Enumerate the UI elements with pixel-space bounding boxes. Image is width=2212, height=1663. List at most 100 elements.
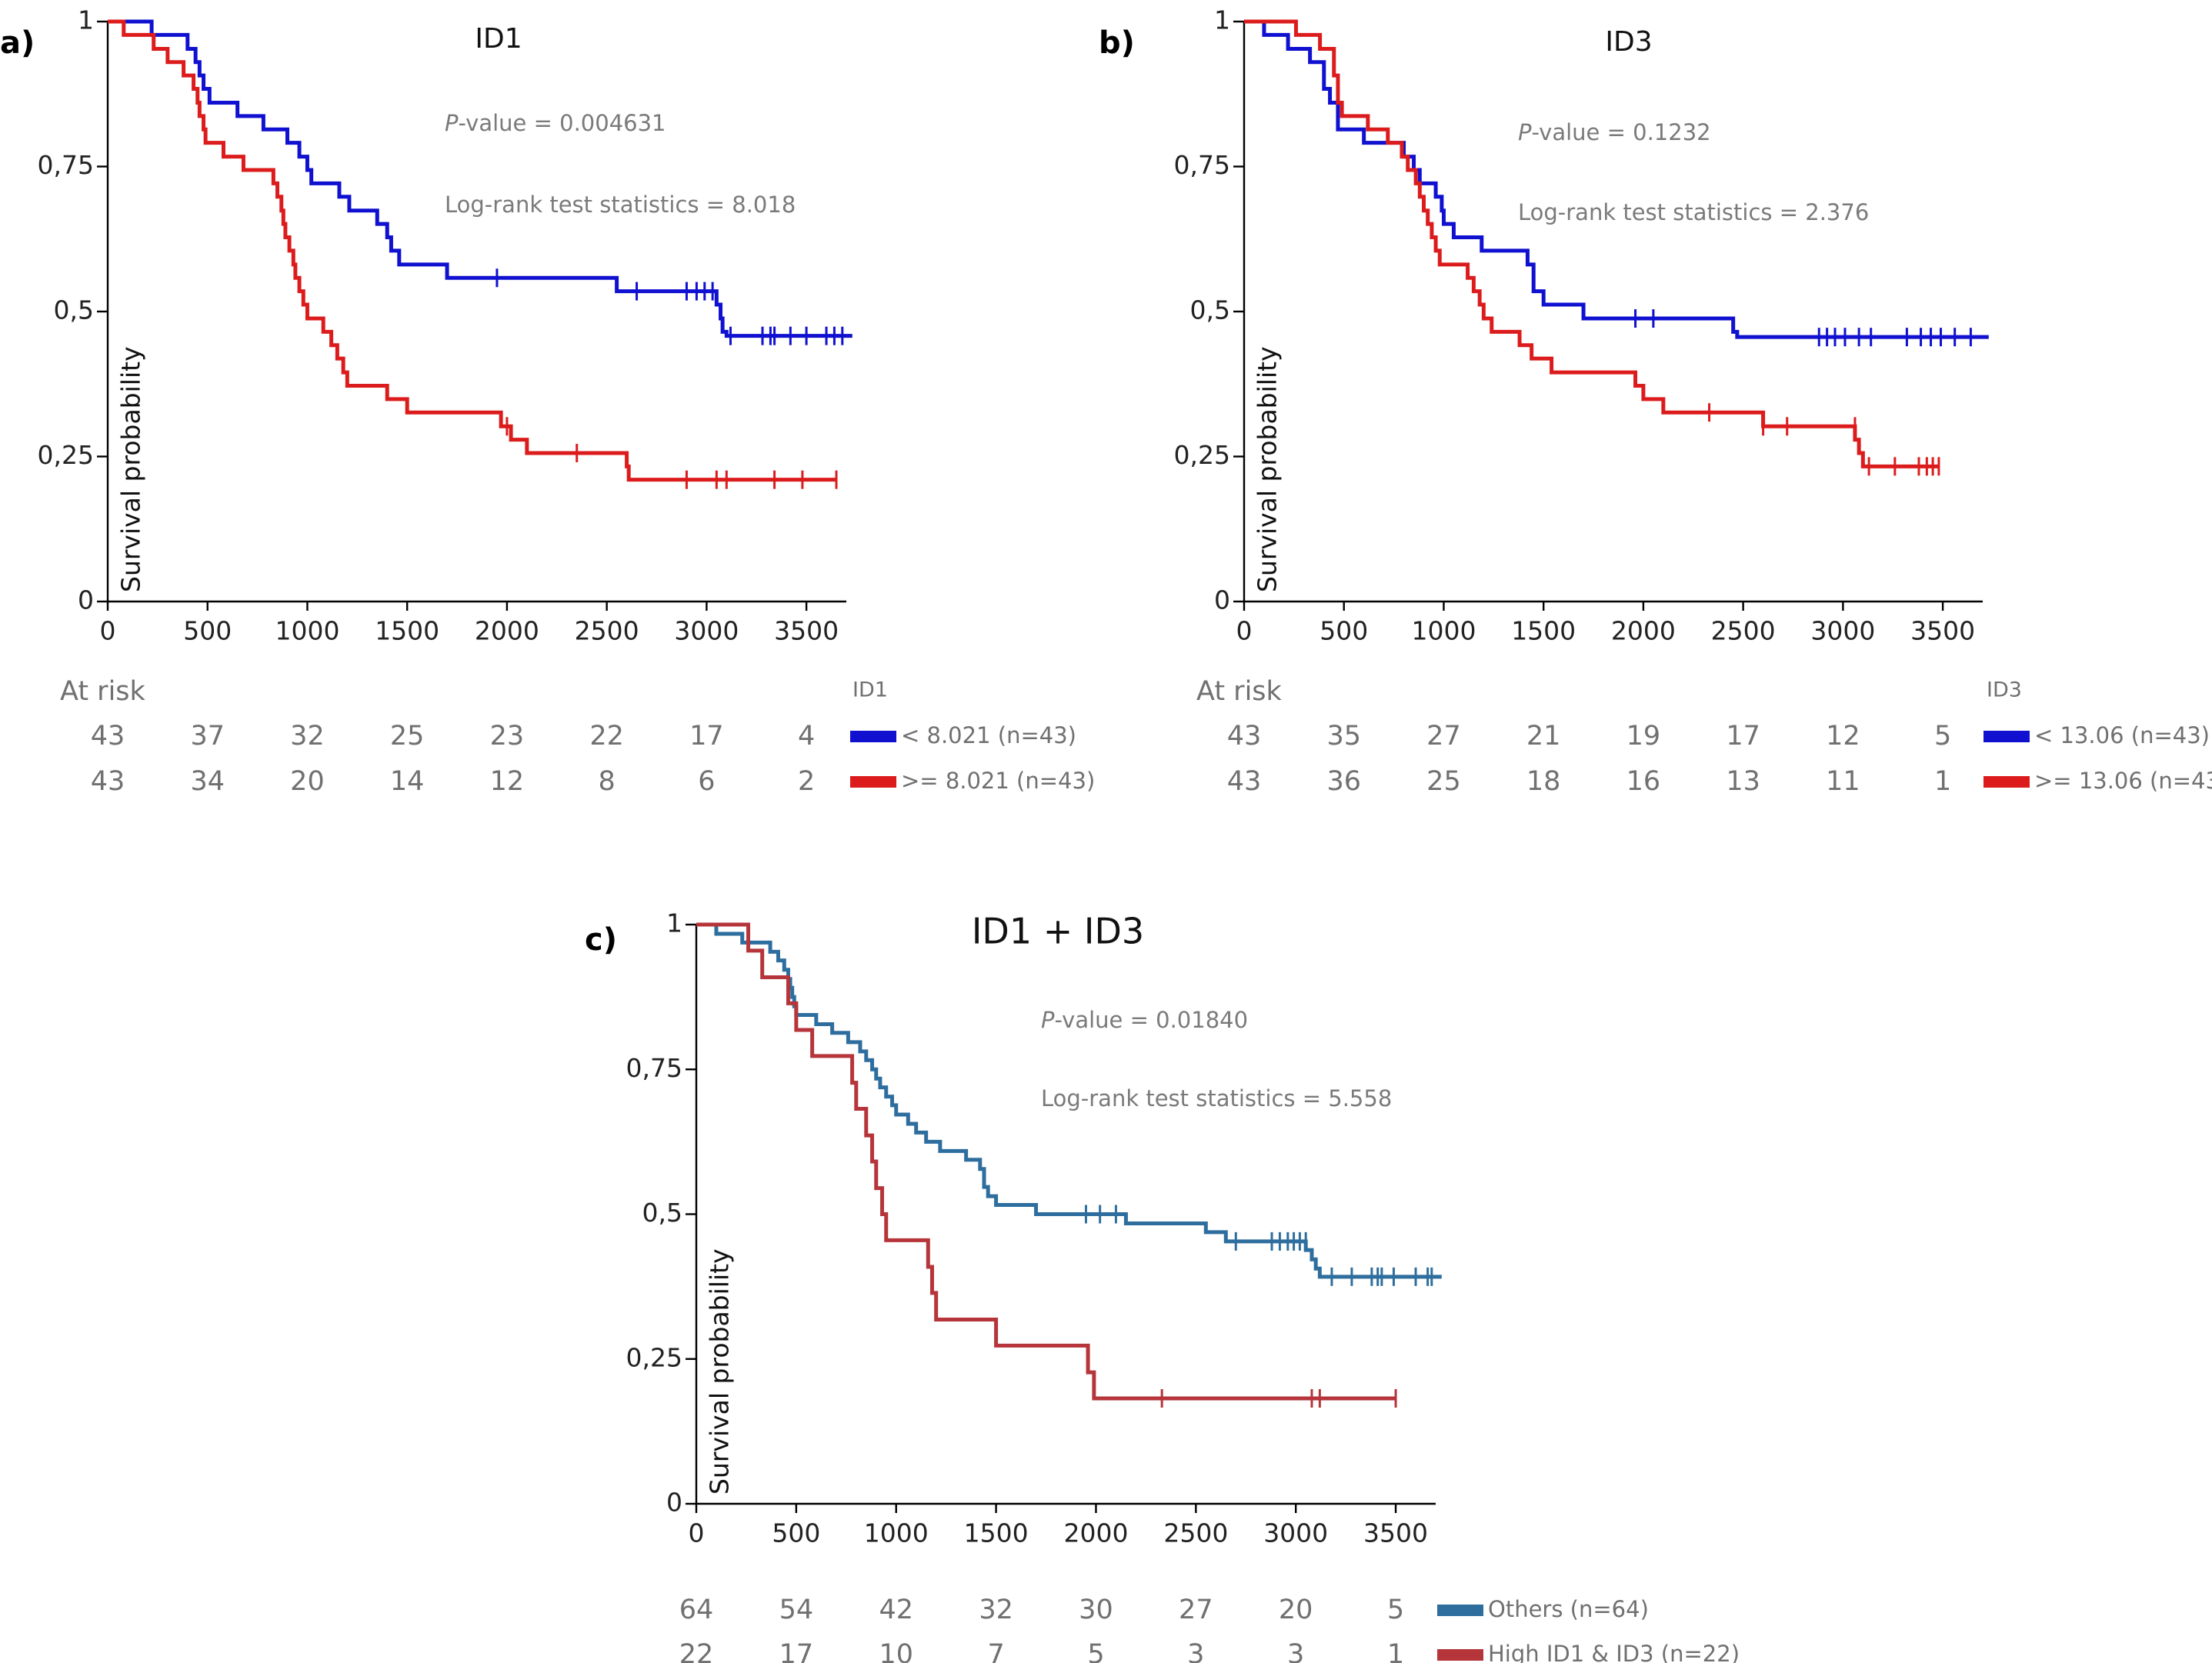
legend-label-2: High ID1 & ID3 (n=22): [1488, 1641, 1740, 1663]
y-tick-label: 0,5: [642, 1198, 682, 1228]
y-tick-label: 0,75: [626, 1053, 682, 1083]
at-risk-count: 30: [1079, 1595, 1113, 1625]
chart-title: ID1 + ID3: [972, 911, 1144, 952]
at-risk-count: 5: [1387, 1595, 1404, 1625]
at-risk-title: At risk: [60, 676, 146, 707]
at-risk-count: 23: [490, 721, 525, 752]
x-tick-label: 0: [1236, 616, 1253, 646]
at-risk-count: 32: [290, 721, 325, 752]
x-tick-label: 1500: [375, 616, 439, 646]
x-tick-label: 2000: [1611, 616, 1676, 646]
p-value-text: P-value = 0.1232: [1518, 119, 1711, 145]
at-risk-count: 21: [1526, 721, 1561, 752]
at-risk-count: 19: [1626, 721, 1661, 752]
p-value-text: P-value = 0.004631: [445, 110, 666, 136]
y-tick-label: 0,75: [1174, 150, 1230, 180]
at-risk-count: 64: [679, 1595, 714, 1625]
chart-title: ID1: [475, 23, 522, 55]
y-tick-label: 0,25: [1174, 440, 1230, 470]
at-risk-count: 11: [1826, 766, 1860, 797]
x-tick-label: 2500: [575, 616, 639, 646]
at-risk-count: 10: [879, 1639, 913, 1663]
at-risk-count: 34: [190, 766, 225, 797]
at-risk-count: 42: [879, 1595, 913, 1625]
x-tick-label: 3500: [1363, 1518, 1428, 1548]
p-value-rest: -value = 0.01840: [1055, 1007, 1249, 1033]
y-axis-title: Survival probability: [116, 346, 146, 592]
y-tick-label: 0,5: [1190, 295, 1230, 325]
at-risk-count: 25: [390, 721, 425, 752]
at-risk-count: 4: [798, 721, 815, 752]
x-tick-label: 1500: [1511, 616, 1576, 646]
at-risk-count: 32: [979, 1595, 1013, 1625]
series-line-1: [1244, 19, 1989, 339]
panel-label: a): [0, 25, 35, 61]
panel-label: c): [585, 922, 617, 958]
y-tick-label: 1: [666, 908, 682, 938]
y-tick-label: 1: [1214, 5, 1230, 35]
at-risk-count: 35: [1326, 721, 1361, 752]
at-risk-count: 43: [1227, 766, 1262, 797]
x-tick-label: 1500: [964, 1518, 1029, 1548]
at-risk-count: 12: [490, 766, 525, 797]
at-risk-count: 17: [1726, 721, 1760, 752]
series-line-2: [1244, 19, 1939, 468]
at-risk-count: 20: [290, 766, 325, 797]
legend-swatch-2: [1983, 776, 2030, 788]
at-risk-count: 1: [1387, 1639, 1404, 1663]
legend-swatch-2: [850, 776, 896, 788]
at-risk-count: 43: [1227, 721, 1262, 752]
x-tick-label: 2500: [1711, 616, 1776, 646]
x-tick-label: 0: [689, 1518, 705, 1548]
at-risk-count: 13: [1726, 766, 1760, 797]
y-tick-label: 1: [78, 5, 94, 35]
x-tick-label: 2000: [1063, 1518, 1128, 1548]
logrank-text: Log-rank test statistics = 2.376: [1518, 199, 1869, 225]
x-tick-label: 500: [1320, 616, 1368, 646]
at-risk-count: 3: [1287, 1639, 1304, 1663]
p-value-rest: -value = 0.004631: [459, 110, 666, 136]
at-risk-count: 8: [599, 766, 616, 797]
p-value-italic: P: [1041, 1007, 1055, 1033]
legend-label-1: Others (n=64): [1488, 1596, 1649, 1622]
x-tick-label: 1000: [864, 1518, 929, 1548]
y-axis-title: Survival probability: [705, 1248, 735, 1495]
legend-label-1: < 8.021 (n=43): [901, 722, 1076, 748]
x-tick-label: 3500: [1910, 616, 1975, 646]
legend-swatch-2: [1437, 1649, 1483, 1661]
x-tick-label: 500: [183, 616, 232, 646]
logrank-text: Log-rank test statistics = 8.018: [445, 192, 796, 218]
legend-swatch-1: [850, 731, 896, 742]
y-tick-label: 0,5: [54, 295, 94, 325]
at-risk-count: 5: [1087, 1639, 1104, 1663]
x-tick-label: 500: [772, 1518, 820, 1548]
at-risk-count: 37: [190, 721, 225, 752]
legend-title: ID1: [852, 678, 888, 702]
x-tick-label: 1000: [1411, 616, 1476, 646]
legend-swatch-1: [1437, 1605, 1483, 1616]
at-risk-count: 12: [1826, 721, 1860, 752]
at-risk-count: 6: [698, 766, 715, 797]
p-value-rest: -value = 0.1232: [1532, 119, 1711, 145]
at-risk-count: 54: [779, 1595, 814, 1625]
at-risk-count: 27: [1179, 1595, 1213, 1625]
y-tick-label: 0: [78, 585, 94, 615]
at-risk-count: 27: [1426, 721, 1461, 752]
y-tick-label: 0: [666, 1488, 682, 1518]
at-risk-count: 3: [1187, 1639, 1204, 1663]
series-line-2: [108, 19, 837, 482]
x-tick-label: 3000: [1810, 616, 1875, 646]
x-tick-label: 3000: [674, 616, 739, 646]
at-risk-count: 2: [798, 766, 815, 797]
legend-title: ID3: [1987, 678, 2022, 702]
at-risk-count: 16: [1626, 766, 1661, 797]
panel-b: b) ID3 0 0,25 0,5 0,75 1 0 500 1000 1500 2000 2500 30…: [1099, 5, 2212, 798]
series-line-1: [108, 19, 852, 338]
y-tick-label: 0: [1214, 585, 1230, 615]
panel-a: a) ID1 0 0,25 0,5 0,75 1 0 500 1000 1500 2000 2500 30…: [0, 5, 1095, 798]
p-value-italic: P: [445, 110, 459, 136]
legend-label-1: < 13.06 (n=43): [2034, 722, 2210, 748]
legend-label-2: >= 8.021 (n=43): [901, 768, 1095, 794]
at-risk-count: 43: [91, 721, 125, 752]
